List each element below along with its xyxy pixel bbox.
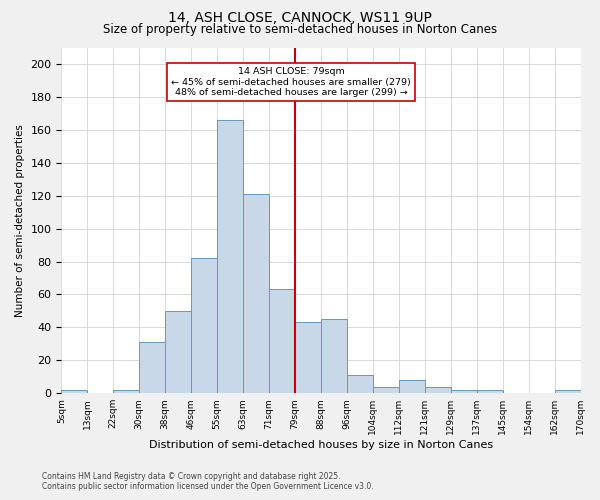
Bar: [476, 390, 503, 393]
Text: Size of property relative to semi-detached houses in Norton Canes: Size of property relative to semi-detach…: [103, 22, 497, 36]
Bar: [139, 342, 165, 393]
Bar: [243, 194, 269, 393]
Text: Contains HM Land Registry data © Crown copyright and database right 2025.
Contai: Contains HM Land Registry data © Crown c…: [42, 472, 374, 491]
Bar: [399, 380, 425, 393]
Bar: [269, 290, 295, 393]
Bar: [217, 120, 243, 393]
X-axis label: Distribution of semi-detached houses by size in Norton Canes: Distribution of semi-detached houses by …: [149, 440, 493, 450]
Bar: [295, 322, 321, 393]
Bar: [451, 390, 476, 393]
Text: 14, ASH CLOSE, CANNOCK, WS11 9UP: 14, ASH CLOSE, CANNOCK, WS11 9UP: [168, 11, 432, 25]
Bar: [425, 386, 451, 393]
Bar: [554, 390, 581, 393]
Bar: [191, 258, 217, 393]
Bar: [373, 386, 399, 393]
Bar: [165, 311, 191, 393]
Bar: [321, 319, 347, 393]
Bar: [347, 375, 373, 393]
Bar: [113, 390, 139, 393]
Text: 14 ASH CLOSE: 79sqm
← 45% of semi-detached houses are smaller (279)
48% of semi-: 14 ASH CLOSE: 79sqm ← 45% of semi-detach…: [171, 68, 411, 97]
Bar: [61, 390, 88, 393]
Y-axis label: Number of semi-detached properties: Number of semi-detached properties: [15, 124, 25, 317]
